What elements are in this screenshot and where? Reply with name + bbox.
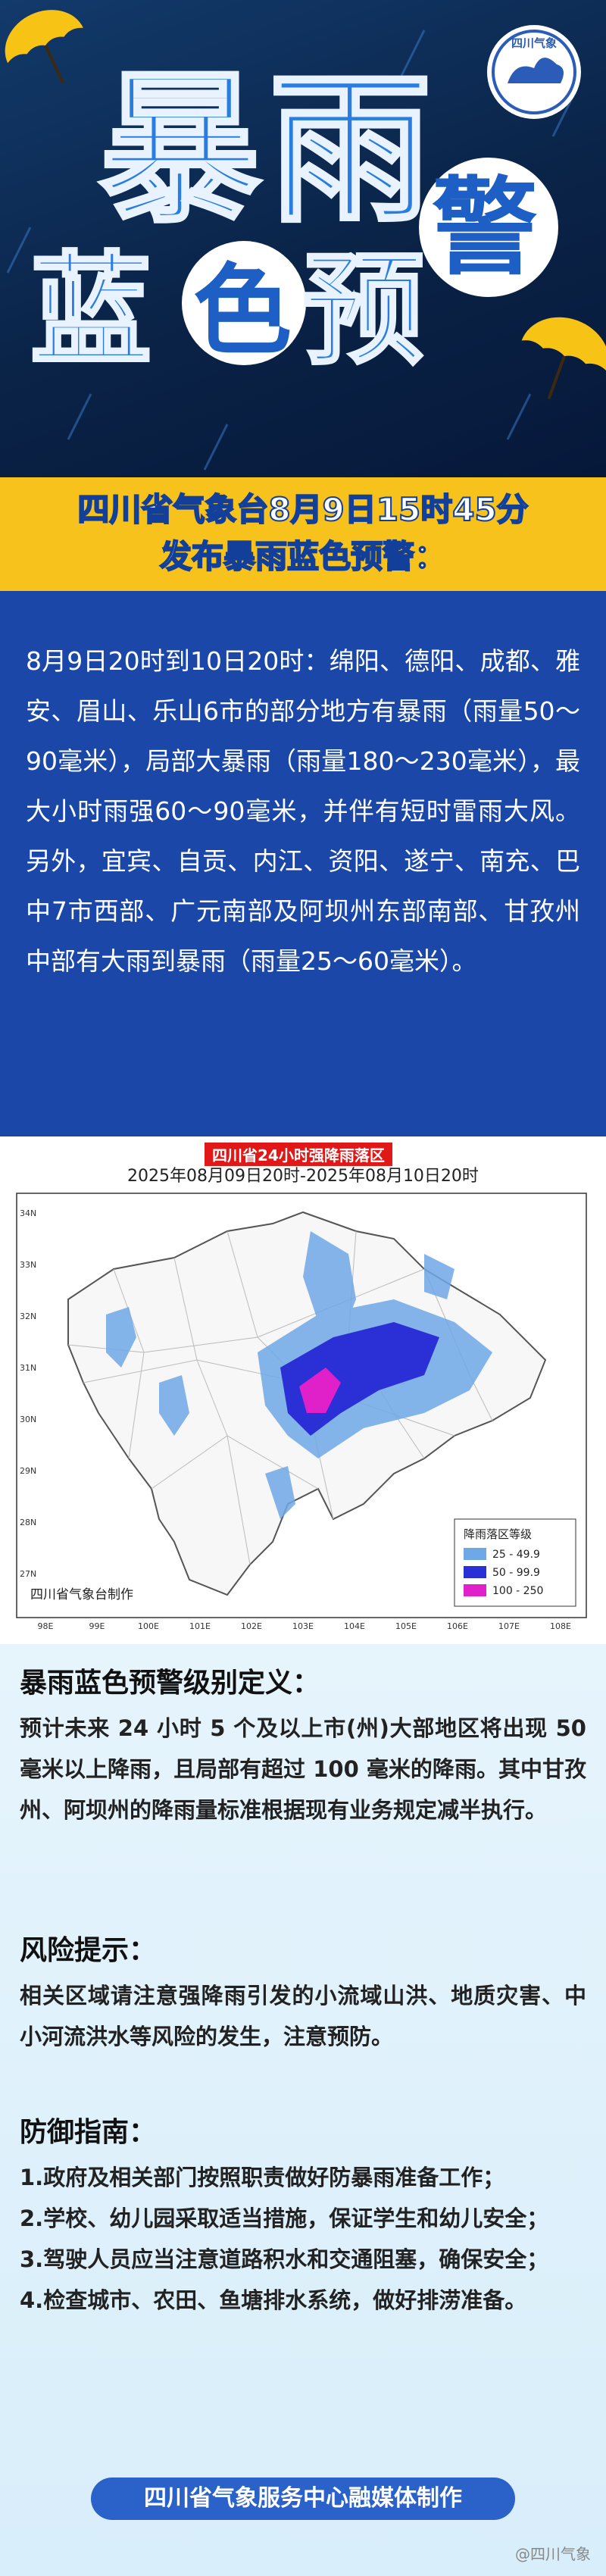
header: 四川气象 暴雨 蓝 色 预 警 [0,0,606,477]
lon-label: 108E [550,1621,571,1631]
legend-title: 降雨落区等级 [464,1527,532,1541]
lat-label: 27N [20,1569,36,1579]
lat-label: 31N [20,1363,36,1373]
title-char: 预 [301,239,426,381]
lon-label: 103E [292,1621,314,1631]
watermark: @四川气象 [515,2545,591,2563]
lon-label: 104E [344,1621,365,1631]
logo-cloud [508,58,564,83]
legend-swatch [464,1548,486,1560]
lon-label: 99E [89,1621,105,1631]
lower-section: 暴雨蓝色预警级别定义： 预计未来 24 小时 5 个及以上市(州)大部地区将出现… [0,1644,606,2576]
legend-swatch [464,1566,486,1578]
lon-label: 98E [38,1621,54,1631]
lat-label: 30N [20,1415,36,1424]
map-subtitle: 2025年08月09日20时-2025年08月10日20时 [127,1167,479,1186]
rain-area-heavy [299,1368,341,1413]
title-char: 警 [432,167,539,290]
lat-label: 32N [20,1311,36,1321]
umbrella-right [521,317,606,400]
section-text: 预计未来 24 小时 5 个及以上市(州)大部地区将出现 50 毫米以上降雨，且… [20,1715,586,1823]
banner-line: 四川省气象台8月9日15时45分 [77,490,529,529]
map-credit: 四川省气象台制作 [30,1587,133,1602]
header-decor: 四川气象 [5,10,606,470]
title-char: 色 [193,253,292,368]
map: 四川省气象台制作 34N 33N 32N 31N 30N 29N 28N 27N 98E 99E 1… [16,1193,587,1631]
lat-label: 29N [20,1466,36,1476]
lon-label: 100E [138,1621,159,1631]
char-circle [182,241,306,365]
section-text: 相关区域请注意强降雨引发的小流域山洪、地质灾害、中小河流洪水等风险的发生，注意预… [20,1983,586,2049]
map-section: 四川省24小时强降雨落区 2025年08月09日20时-2025年08月10日2… [0,1136,606,1644]
section-heading: 暴雨蓝色预警级别定义： [20,1668,320,1699]
guide-item: 2.学校、幼儿园采取适当措施，保证学生和幼儿安全； [20,2206,549,2231]
lat-label: 34N [20,1208,36,1218]
guide-item: 4.检查城市、农田、鱼塘排水系统，做好排涝准备。 [20,2287,527,2313]
section-heading: 风险提示： [20,1935,157,1966]
lon-label: 106E [447,1621,468,1631]
map-title: 四川省24小时强降雨落区 [205,1143,392,1166]
legend-label: 25 - 49.9 [492,1549,540,1561]
warning-text: 8月9日20时到10日20时：绵阳、德阳、成都、雅安、眉山、乐山6市的部分地方有… [0,591,606,1136]
lon-label: 107E [498,1621,520,1631]
title-line1: 暴雨 [97,55,439,245]
lon-label: 105E [395,1621,417,1631]
footer: 四川省气象服务中心融媒体制作 [91,2478,515,2520]
char-circle [419,158,558,297]
lat-label: 28N [20,1518,36,1527]
legend-swatch [464,1584,486,1596]
lon-label: 102E [241,1621,262,1631]
umbrella-left [5,10,83,84]
guide-item: 1.政府及相关部门按照职责做好防暴雨准备工作； [20,2165,505,2190]
lat-label: 33N [20,1260,36,1270]
title-char: 蓝 [29,239,153,381]
guide-list: 1.政府及相关部门按照职责做好防暴雨准备工作； 2.学校、幼儿园采取适当措施，保证… [20,2157,586,2321]
guide-item: 3.驾驶人员应当注意道路积水和交通阻塞，确保安全； [20,2246,549,2272]
lon-label: 101E [189,1621,211,1631]
banner: 四川省气象台8月9日15时45分 发布暴雨蓝色预警： [0,477,606,591]
banner-line: 发布暴雨蓝色预警： [159,537,447,576]
logo-text: 四川气象 [511,36,557,50]
logo-ring [492,30,576,114]
legend-label: 50 - 99.9 [492,1567,540,1579]
section-heading: 防御指南： [20,2117,157,2148]
legend-label: 100 - 250 [492,1585,543,1597]
